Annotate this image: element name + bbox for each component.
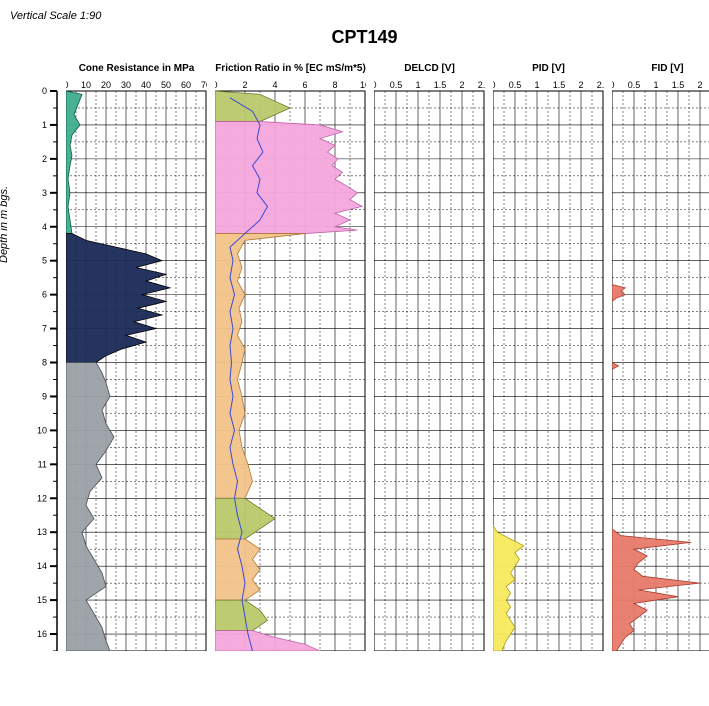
svg-text:1.5: 1.5 (434, 80, 447, 90)
svg-text:1: 1 (42, 120, 47, 130)
svg-text:6: 6 (42, 290, 47, 300)
svg-text:9: 9 (42, 391, 47, 401)
svg-text:2: 2 (697, 80, 702, 90)
panel-title-cone: Cone Resistance in MPa (66, 63, 207, 77)
svg-text:6: 6 (302, 80, 307, 90)
svg-text:2.5: 2.5 (478, 80, 485, 90)
svg-text:1: 1 (653, 80, 658, 90)
svg-text:2: 2 (42, 154, 47, 164)
svg-text:11: 11 (38, 459, 47, 469)
svg-text:3: 3 (42, 188, 47, 198)
svg-text:0.5: 0.5 (628, 80, 641, 90)
svg-text:2: 2 (578, 80, 583, 90)
svg-text:8: 8 (332, 80, 337, 90)
svg-text:15: 15 (37, 595, 47, 605)
panel-fid: FID [V]00.511.522.5 (612, 63, 709, 651)
panel-title-fid: FID [V] (612, 63, 709, 77)
svg-text:1.5: 1.5 (672, 80, 685, 90)
svg-text:70: 70 (201, 80, 207, 90)
svg-text:2: 2 (242, 80, 247, 90)
svg-text:1.5: 1.5 (553, 80, 566, 90)
y-axis-label: Depth in m bgs. (0, 186, 10, 263)
svg-text:4: 4 (42, 222, 47, 232)
svg-text:0: 0 (612, 80, 615, 90)
svg-text:10: 10 (81, 80, 91, 90)
svg-text:8: 8 (42, 358, 47, 368)
svg-text:16: 16 (37, 629, 47, 639)
panel-friction: Friction Ratio in % [EC mS/m*5) 0 2 4 6 8 10 (215, 63, 366, 651)
svg-text:14: 14 (37, 561, 47, 571)
svg-text:4: 4 (272, 80, 277, 90)
svg-text:2: 2 (459, 80, 464, 90)
svg-text:0: 0 (493, 80, 496, 90)
panel-pid: PID [V] 0 0.5 1 1.5 2 2.5 (493, 63, 604, 651)
panel-title-friction: Friction Ratio in % [EC mS/m*5) (215, 63, 366, 77)
panel-title-delcd: DELCD [V] (374, 63, 485, 77)
svg-text:1: 1 (534, 80, 539, 90)
panel-cone: Cone Resistance in MPa 0 10 20 30 40 50 60 70 (66, 63, 207, 651)
svg-text:20: 20 (101, 80, 111, 90)
svg-text:30: 30 (121, 80, 131, 90)
svg-text:0: 0 (374, 80, 377, 90)
page-title: CPT149 (10, 27, 709, 48)
svg-text:10: 10 (360, 80, 366, 90)
svg-text:2.5: 2.5 (597, 80, 604, 90)
svg-text:0.5: 0.5 (509, 80, 522, 90)
svg-text:12: 12 (37, 493, 47, 503)
panel-delcd: DELCD [V] 0 0.5 1 1.5 2 2.5 (374, 63, 485, 651)
y-axis-panel: 012345678910111213141516 (32, 63, 58, 651)
panels-row: 012345678910111213141516Cone Resistance … (32, 63, 709, 651)
svg-text:7: 7 (42, 324, 47, 334)
svg-text:0: 0 (42, 86, 47, 96)
svg-text:50: 50 (161, 80, 171, 90)
svg-text:1: 1 (415, 80, 420, 90)
svg-text:60: 60 (181, 80, 191, 90)
svg-text:0: 0 (66, 80, 69, 90)
chart-container: Depth in m bgs. 012345678910111213141516… (10, 63, 709, 651)
scale-note: Vertical Scale 1:90 (10, 10, 709, 22)
panel-title-pid: PID [V] (493, 63, 604, 77)
svg-text:5: 5 (42, 256, 47, 266)
svg-text:0: 0 (215, 80, 218, 90)
svg-text:13: 13 (37, 527, 47, 537)
svg-text:10: 10 (37, 425, 47, 435)
svg-text:0.5: 0.5 (390, 80, 403, 90)
svg-text:40: 40 (141, 80, 151, 90)
